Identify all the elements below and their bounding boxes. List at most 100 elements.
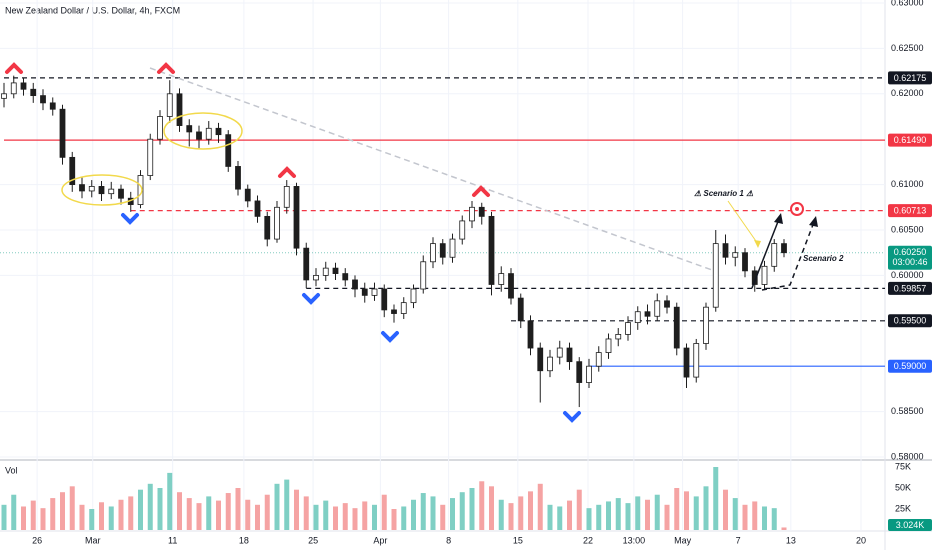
volume-bar (547, 504, 553, 530)
x-tick-label: 20 (856, 535, 866, 545)
volume-bar (1, 504, 7, 530)
volume-bar (635, 496, 641, 530)
candle-body (644, 311, 651, 317)
bottom-marker (563, 411, 581, 423)
volume-bar (703, 486, 709, 530)
candle-body (771, 243, 778, 267)
top-marker (472, 185, 490, 197)
candle-body (118, 188, 124, 199)
candle-body (761, 265, 768, 285)
y-tick-label: 0.63000 (891, 0, 924, 7)
y-tick-label: 0.62500 (891, 43, 924, 53)
volume-bar (264, 494, 270, 530)
candle-body (274, 206, 280, 240)
candle-body (634, 311, 641, 324)
candle-body (751, 270, 758, 285)
pointer-arrow (727, 200, 759, 245)
volume-bar (294, 489, 299, 530)
candle-body (303, 247, 310, 281)
volume-bar (138, 489, 143, 530)
candle-body (508, 273, 514, 299)
price-label-box (888, 281, 932, 295)
y-tick-label: 0.60500 (891, 224, 924, 234)
volume-bar (69, 486, 75, 530)
volume-bar (684, 491, 689, 530)
volume-bar (518, 496, 524, 530)
volume-bar (537, 483, 543, 530)
volume-bar (586, 508, 592, 530)
candle-body (664, 300, 670, 308)
volume-bar (89, 509, 95, 530)
candle-body (361, 288, 368, 296)
volume-bar (508, 503, 514, 530)
volume-bar (284, 479, 290, 530)
volume-bar (128, 496, 134, 530)
x-tick-label: 15 (513, 535, 523, 545)
candle-body (703, 306, 709, 344)
candle-body (712, 243, 719, 308)
candle-body (625, 322, 631, 335)
price-axis: 0.58000 0.58500 0.60000 0.60500 0.61000 0.620… (888, 0, 932, 531)
candle-body (225, 134, 232, 167)
candle-body (332, 267, 339, 274)
candle-body (439, 243, 446, 258)
candle-body (615, 334, 622, 340)
annotation: Scenario 2 (803, 254, 844, 263)
volume-bar (742, 504, 748, 530)
ellipse (163, 112, 243, 150)
price-label-box (888, 71, 932, 85)
candle-body (391, 309, 397, 314)
volume-bar (498, 499, 504, 530)
price-label: 0.59857 (894, 283, 927, 293)
volume-bar (489, 486, 494, 530)
candle-body (10, 82, 17, 95)
volume-bar (303, 496, 309, 530)
candle-body (605, 338, 612, 353)
candle-body (264, 215, 271, 240)
candle-body (537, 347, 544, 372)
volume-bar (177, 492, 182, 530)
top-marker (278, 166, 296, 178)
candle-body (244, 188, 251, 202)
volume-bar (450, 498, 455, 530)
bottom-marker (381, 331, 399, 343)
volume-bar (342, 503, 348, 530)
arrow-head (809, 216, 818, 227)
candle-body (478, 206, 485, 217)
volume-bar (245, 499, 251, 530)
volume-bar (440, 504, 446, 530)
candle-body (30, 88, 37, 97)
arrow-head (754, 240, 761, 248)
candle-body (693, 343, 700, 378)
volume-bar (157, 488, 163, 530)
candle-body (342, 273, 349, 281)
bottom-marker (121, 213, 139, 225)
volume-bar (372, 504, 377, 530)
volume-bar (381, 494, 387, 530)
candle-body (683, 347, 690, 378)
volume-bar (352, 508, 358, 530)
volume-bar (118, 499, 124, 530)
volume-bar (567, 500, 572, 530)
x-tick-label: 18 (239, 535, 249, 545)
candle-body (742, 252, 748, 272)
candle-body (488, 215, 495, 285)
candle-body (400, 302, 407, 314)
candle-body (781, 243, 787, 254)
candle-body (186, 125, 193, 133)
x-tick-label: 22 (583, 535, 593, 545)
candle-body (381, 288, 388, 311)
volume-bar (333, 506, 338, 530)
candles (1, 75, 787, 408)
volume-bar (420, 493, 426, 530)
grid (0, 0, 885, 531)
volume-bar (654, 494, 660, 530)
last-price-label: 0.60250 (894, 247, 927, 257)
price-label: 0.59500 (894, 316, 927, 326)
x-tick-label: Mar (85, 535, 101, 545)
candle-body (88, 186, 95, 192)
price-label: 0.62175 (894, 73, 927, 83)
volume-bar (596, 504, 602, 530)
candle-body (69, 156, 76, 186)
